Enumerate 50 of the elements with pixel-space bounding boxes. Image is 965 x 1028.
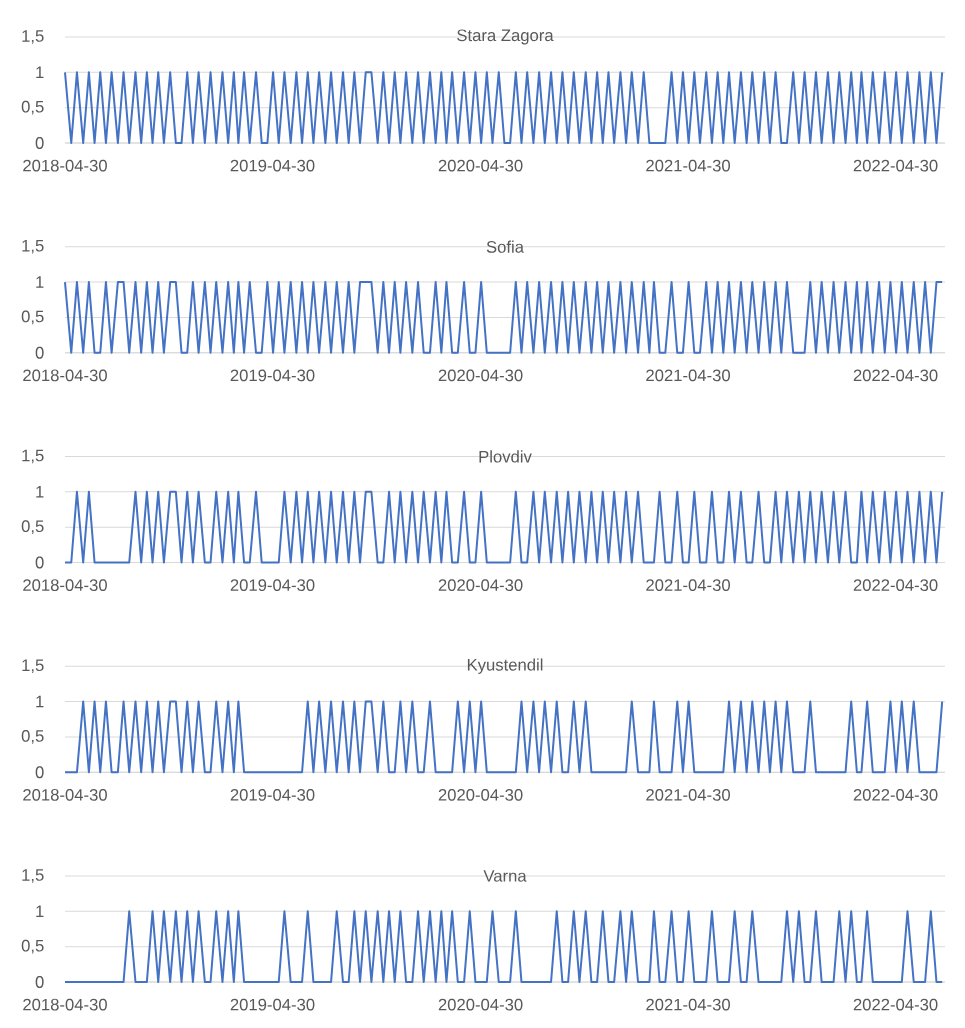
x-tick-label: 2022-04-30 [853,998,938,1011]
y-tick-label: 1 [36,905,44,918]
y-tick-label: 1 [36,486,44,498]
x-tick-label: 2021-04-30 [646,998,731,1011]
x-tick-label: 2019-04-30 [230,159,315,172]
y-tick-label: 0,5 [21,100,44,115]
x-tick-label: 2018-04-30 [23,788,107,801]
y-tick-label: 0,5 [21,520,44,535]
y-tick-label: 1,5 [22,659,44,674]
y-tick-label: 0 [35,766,44,779]
y-tick-label: 1 [36,66,44,79]
y-tick-label: 0 [35,346,44,359]
x-tick-label: 2018-04-30 [23,579,107,592]
x-tick-label: 2022-04-30 [853,159,938,172]
y-tick-label: 0,5 [21,730,44,744]
y-tick-label: 1,5 [22,239,44,254]
x-tick-label: 2022-04-30 [853,369,938,382]
x-tick-label: 2018-04-30 [23,159,107,172]
x-tick-label: 2019-04-30 [230,579,315,592]
x-tick-label: 2022-04-30 [853,788,938,801]
chart-title: Kyustendil [467,658,543,674]
x-tick-label: 2018-04-30 [23,998,107,1011]
chart-title: Stara Zagora [457,29,554,45]
y-tick-label: 0 [35,976,44,988]
y-tick-label: 1,5 [22,30,44,44]
y-tick-label: 1 [36,276,44,288]
y-tick-label: 1,5 [22,449,44,464]
y-tick-label: 1 [36,695,44,708]
y-tick-label: 0,5 [21,310,44,325]
x-tick-label: 2018-04-30 [23,369,107,382]
x-tick-label: 2020-04-30 [438,788,523,801]
x-tick-label: 2020-04-30 [438,369,523,382]
x-tick-label: 2019-04-30 [230,369,315,382]
chart-title: Plovdiv [479,450,532,463]
y-tick-label: 1,5 [22,869,44,883]
x-tick-label: 2021-04-30 [646,159,731,172]
x-tick-label: 2020-04-30 [438,159,523,172]
chart-title: Sofia [486,240,524,253]
y-tick-label: 0 [35,137,44,149]
x-tick-label: 2021-04-30 [646,579,731,592]
y-tick-label: 0,5 [21,939,44,954]
x-tick-label: 2021-04-30 [646,788,731,801]
x-tick-label: 2021-04-30 [646,369,731,382]
x-tick-label: 2019-04-30 [230,788,315,801]
chart-title: Varna [483,870,527,882]
x-tick-label: 2022-04-30 [853,579,938,592]
y-tick-label: 0 [35,556,44,569]
x-tick-label: 2019-04-30 [230,998,315,1011]
x-tick-label: 2020-04-30 [438,998,523,1011]
x-tick-label: 2020-04-30 [438,579,523,592]
